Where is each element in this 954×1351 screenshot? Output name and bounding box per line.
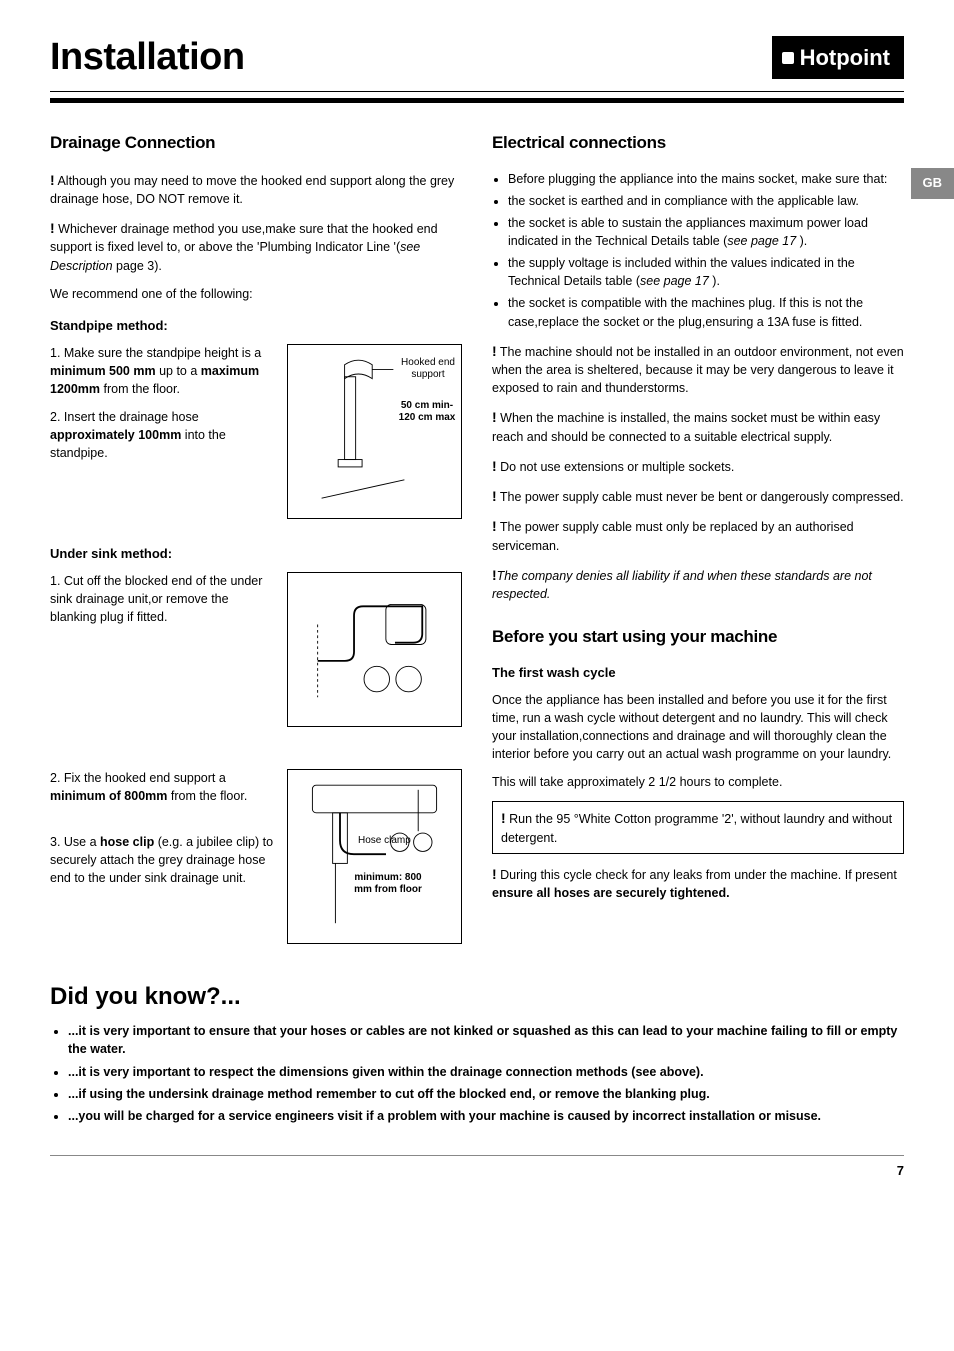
callout-text: Run the 95 °White Cotton programme '2', … <box>501 812 892 844</box>
undersink-figure-1 <box>287 572 462 727</box>
undersink-p3-b: hose clip <box>100 835 154 849</box>
elec-w6-text: The company denies all liability if and … <box>492 569 872 601</box>
first-wash-body: Once the appliance has been installed an… <box>492 691 904 764</box>
drainage-warn2: ! Whichever drainage method you use,make… <box>50 218 462 275</box>
rule-thick <box>50 98 904 103</box>
elec-w4-text: The power supply cable must never be ben… <box>497 490 904 504</box>
standpipe-p1-a: 1. Make sure the standpipe height is a <box>50 346 261 360</box>
drainage-recommend: We recommend one of the following: <box>50 285 462 303</box>
elec-w5-text: The power supply cable must only be repl… <box>492 520 854 552</box>
elec-w3-text: Do not use extensions or multiple socket… <box>497 460 735 474</box>
language-tab: GB <box>911 168 954 199</box>
electrical-bullets: Before plugging the appliance into the m… <box>492 170 904 331</box>
brand-badge: Hotpoint <box>772 36 904 80</box>
electrical-heading: Electrical connections <box>492 131 904 156</box>
first-wash-heading: The first wash cycle <box>492 664 904 683</box>
elec-w1: ! The machine should not be installed in… <box>492 341 904 398</box>
elec-w3: ! Do not use extensions or multiple sock… <box>492 456 904 476</box>
elec-w5: ! The power supply cable must only be re… <box>492 516 904 554</box>
first-wash-time: This will take approximately 2 1/2 hours… <box>492 773 904 791</box>
page-number: 7 <box>50 1155 904 1181</box>
standpipe-p2-b: approximately 100mm <box>50 428 181 442</box>
list-item: the supply voltage is included within th… <box>508 254 904 290</box>
before-heading: Before you start using your machine <box>492 625 904 650</box>
right-column: Electrical connections Before plugging t… <box>492 131 904 955</box>
undersink-p2-c: from the floor. <box>167 789 247 803</box>
elec-w1-text: The machine should not be installed in a… <box>492 345 904 395</box>
undersink-heading: Under sink method: <box>50 545 462 564</box>
drainage-warn2-c: page 3). <box>113 259 162 273</box>
leak-a: During this cycle check for any leaks fr… <box>497 868 897 882</box>
callout-box: ! Run the 95 °White Cotton programme '2'… <box>492 801 904 853</box>
undersink-p3-a: 3. Use a <box>50 835 100 849</box>
leak-b: ensure all hoses are securely tightened. <box>492 886 730 900</box>
did-you-know-section: Did you know?... ...it is very important… <box>50 980 904 1125</box>
undersink-figure-2: Hose clamp minimum: 800 mm from floor <box>287 769 462 944</box>
list-item: the socket is able to sustain the applia… <box>508 214 904 250</box>
list-item: ...if using the undersink drainage metho… <box>68 1085 904 1103</box>
drainage-warn1: ! Although you may need to move the hook… <box>50 170 462 208</box>
standpipe-p1-e: from the floor. <box>100 382 180 396</box>
list-item: ...you will be charged for a service eng… <box>68 1107 904 1125</box>
fig1-label-range: 50 cm min- 120 cm max <box>393 400 461 424</box>
fig3-label-min: minimum: 800 mm from floor <box>348 872 428 896</box>
elec-w6: !The company denies all liability if and… <box>492 565 904 603</box>
dyk-title: Did you know?... <box>50 980 904 1015</box>
brand-dot-icon <box>782 52 794 64</box>
fig1-label-hooked: Hooked end support <box>398 357 458 381</box>
fig3-label-clamp: Hose clamp <box>358 835 411 847</box>
standpipe-p1-c: up to a <box>156 364 201 378</box>
standpipe-p1-b: minimum 500 mm <box>50 364 156 378</box>
undersink-p2-a: 2. Fix the hooked end support a <box>50 771 226 785</box>
list-item: ...it is very important to respect the d… <box>68 1063 904 1081</box>
list-item: ...it is very important to ensure that y… <box>68 1022 904 1058</box>
bullet-text: the socket is able to sustain the applia… <box>508 216 868 248</box>
dyk-list: ...it is very important to ensure that y… <box>50 1022 904 1125</box>
list-item: the socket is compatible with the machin… <box>508 294 904 330</box>
standpipe-figure: Hooked end support 50 cm min- 120 cm max <box>287 344 462 519</box>
standpipe-p2-a: 2. Insert the drainage hose <box>50 410 199 424</box>
undersink-p2-b: minimum of 800mm <box>50 789 167 803</box>
rule-thin-top <box>50 91 904 92</box>
drainage-warn2-a: Whichever drainage method you use,make s… <box>50 222 438 254</box>
left-column: Drainage Connection ! Although you may n… <box>50 131 462 955</box>
elec-w2-text: When the machine is installed, the mains… <box>492 411 880 443</box>
standpipe-heading: Standpipe method: <box>50 317 462 336</box>
list-item: the socket is earthed and in compliance … <box>508 192 904 210</box>
elec-w4: ! The power supply cable must never be b… <box>492 486 904 506</box>
drainage-heading: Drainage Connection <box>50 131 462 156</box>
list-item: Before plugging the appliance into the m… <box>508 170 904 188</box>
brand-name: Hotpoint <box>800 42 890 74</box>
bullet-text: the supply voltage is included within th… <box>508 256 855 288</box>
elec-w2: ! When the machine is installed, the mai… <box>492 407 904 445</box>
page-title: Installation <box>50 30 245 85</box>
leak-check: ! During this cycle check for any leaks … <box>492 864 904 902</box>
drainage-warn1-text: Although you may need to move the hooked… <box>50 174 454 206</box>
